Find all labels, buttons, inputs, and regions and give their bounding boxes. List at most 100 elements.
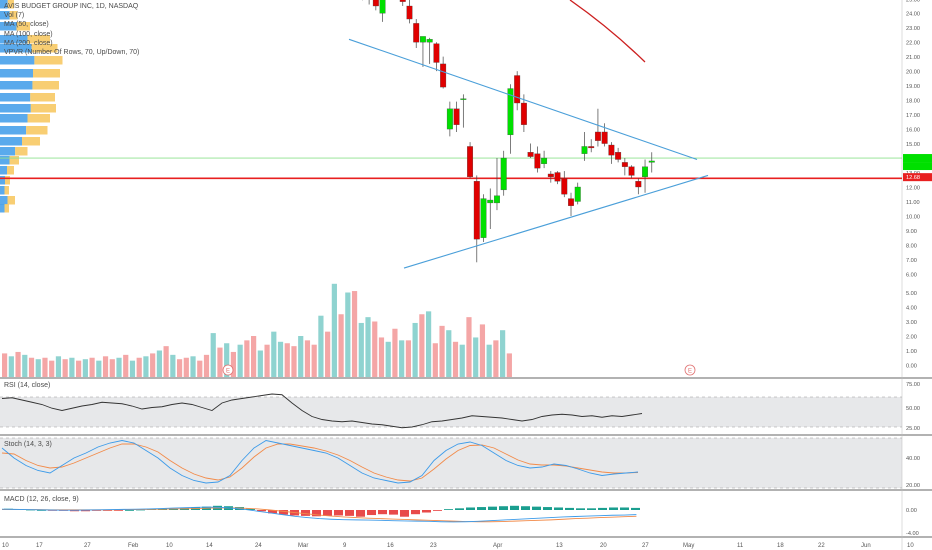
volume-bar (264, 344, 270, 377)
earnings-marker-label: E (226, 369, 230, 375)
vp-bar-down (26, 126, 48, 135)
macd-histogram-bar (378, 510, 387, 515)
volume-bar (378, 337, 385, 377)
candle-body (514, 75, 521, 104)
macd-axis-label: 0.00 (906, 508, 917, 514)
candle-body (608, 144, 615, 156)
volume-bar (96, 360, 102, 377)
indicator-vol[interactable]: Vol (7) (4, 12, 25, 20)
candle-body (541, 157, 548, 164)
macd-histogram-bar (125, 510, 134, 511)
candle-body (581, 146, 588, 154)
rsi-label[interactable]: RSI (14, close) (4, 382, 51, 389)
vp-bar-up (0, 204, 5, 213)
stoch-axis-label: 40.00 (906, 456, 920, 462)
macd-histogram-bar (37, 510, 46, 511)
price-axis-label: 9.00 (906, 229, 917, 235)
vp-bar-down (5, 176, 10, 185)
candle-body (473, 181, 480, 240)
volume-bar (203, 354, 210, 377)
macd-histogram-bar (136, 509, 145, 511)
candle-body (399, 0, 406, 2)
macd-histogram-bar (367, 510, 376, 516)
volume-bar (237, 344, 243, 377)
volume-bar (432, 343, 438, 377)
vp-bar-up (0, 156, 10, 165)
candle-body (635, 181, 642, 188)
candle-body (413, 23, 420, 43)
vp-bar-down (9, 11, 18, 20)
candle-body (642, 166, 648, 178)
indicator-ma100[interactable]: MA (100, close) (4, 30, 53, 38)
vp-bar-up (0, 93, 31, 102)
volume-bar (452, 341, 459, 377)
volume-profile (0, 0, 63, 213)
rsi-axis-label: 75.00 (906, 382, 920, 388)
volume-bar (291, 346, 297, 377)
candle-body (433, 43, 440, 63)
macd-histogram-bar (114, 510, 123, 511)
volume-bar (143, 356, 149, 377)
triangle-lower-line (403, 174, 709, 269)
indicator-ma50[interactable]: MA (50, close) (4, 21, 49, 29)
volume-bar (136, 357, 142, 377)
volume-bar (486, 344, 492, 377)
macd-histogram-bar (334, 510, 343, 516)
x-axis-label: 16 (387, 543, 394, 549)
vp-bar-down (4, 186, 9, 195)
vp-bar-down (22, 137, 40, 146)
volume-bar (62, 359, 68, 377)
vp-bar-up (0, 126, 27, 135)
vp-bar-up (0, 147, 16, 156)
volume-bar (318, 315, 324, 377)
vp-bar-up (0, 81, 33, 90)
symbol-title[interactable]: AVIS BUDGET GROUP INC, 1D, NASDAQ (4, 3, 139, 10)
candle-body (500, 157, 507, 191)
candle-body (615, 152, 622, 160)
x-axis-label: 10 (2, 543, 9, 549)
x-axis-label: 10 (907, 543, 914, 549)
volume-bar (35, 359, 41, 377)
volume-bars (2, 283, 512, 377)
x-axis-label: 27 (84, 543, 91, 549)
macd-histogram-bar (81, 510, 90, 512)
volume-bar (425, 311, 432, 377)
volume-bar (129, 360, 136, 377)
triangle-upper-line (348, 38, 698, 161)
stoch-band (0, 438, 902, 488)
candle-body (440, 63, 447, 88)
x-axis-label: 9 (343, 543, 347, 549)
indicator-vpvr[interactable]: VPVR (Number Of Rows, 70, Up/Down, 70) (4, 48, 140, 56)
volume-bar (298, 336, 304, 377)
volume-bar (473, 337, 479, 377)
macd-label[interactable]: MACD (12, 26, close, 9) (4, 496, 79, 503)
volume-bar (338, 314, 344, 377)
vp-bar-down (33, 69, 60, 78)
volume-bar (183, 357, 189, 377)
vp-bar-down (9, 156, 19, 165)
macd-histogram-bar (532, 506, 541, 510)
macd-histogram-bar (477, 507, 486, 510)
vp-bar-down (15, 147, 28, 156)
volume-bar (22, 354, 28, 377)
stoch-d-line (1, 443, 639, 482)
price-axis-label: 6.00 (906, 272, 917, 278)
indicator-ma200[interactable]: MA (200, close) (4, 39, 53, 47)
macd-histogram-bar (103, 510, 112, 511)
vp-bar-up (0, 196, 8, 205)
volume-bar (405, 340, 411, 377)
vp-bar-down (7, 196, 15, 205)
vp-bar-up (0, 166, 7, 175)
stoch-label[interactable]: Stoch (14, 3, 3) (4, 441, 52, 448)
candle-body (494, 195, 500, 204)
vp-bar-down (16, 22, 30, 31)
vp-bar-up (0, 35, 28, 44)
volume-bar (89, 357, 95, 377)
macd-histogram-bar (411, 510, 420, 515)
vp-bar-down (30, 104, 56, 113)
volume-bar (69, 357, 75, 377)
candle-body (527, 152, 534, 157)
candle-body (480, 198, 487, 238)
macd-histogram-bar (565, 507, 574, 510)
